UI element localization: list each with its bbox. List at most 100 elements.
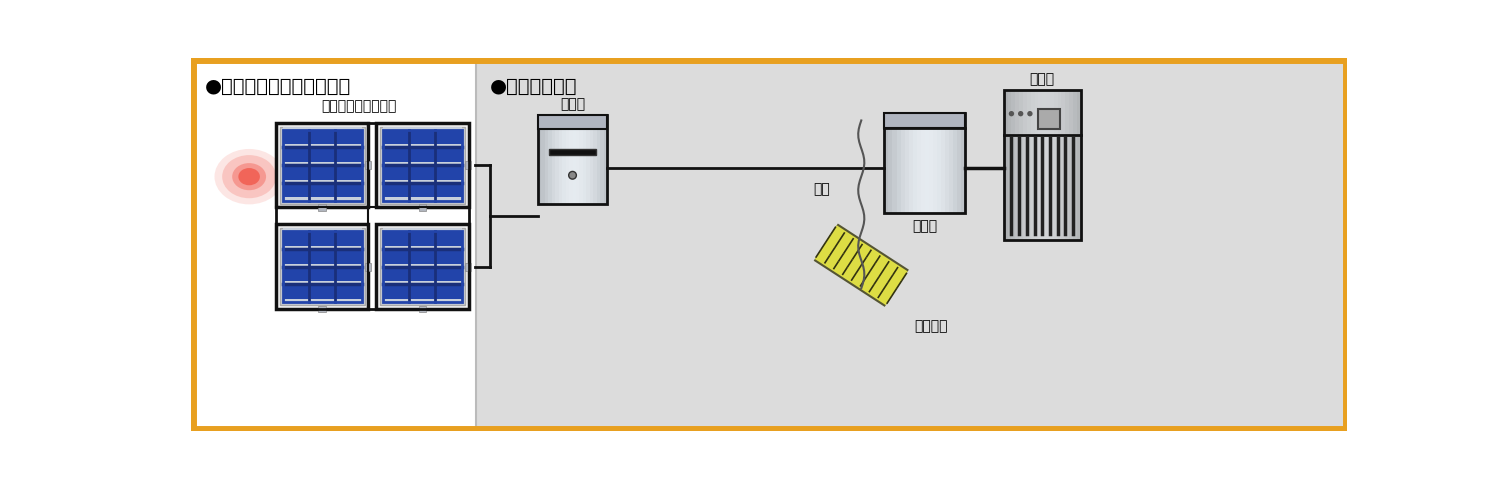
Bar xyxy=(913,113,917,213)
Bar xyxy=(318,306,326,312)
Bar xyxy=(380,228,465,305)
Bar xyxy=(917,113,922,213)
Bar xyxy=(383,231,462,302)
Bar xyxy=(1004,90,1081,240)
Bar xyxy=(569,115,573,204)
Bar xyxy=(908,113,914,213)
Text: ●太陽電池モジュール工事: ●太陽電池モジュール工事 xyxy=(206,76,351,95)
Bar xyxy=(558,115,563,204)
Bar xyxy=(563,115,566,204)
Bar xyxy=(548,115,552,204)
Circle shape xyxy=(569,171,576,179)
Bar xyxy=(1031,90,1036,240)
Bar xyxy=(383,197,462,200)
Bar xyxy=(600,115,605,204)
Bar xyxy=(958,113,962,213)
Bar xyxy=(929,113,934,213)
Text: ●電気設備工事: ●電気設備工事 xyxy=(491,76,578,95)
Bar xyxy=(1039,90,1043,240)
Circle shape xyxy=(1009,111,1015,116)
Bar xyxy=(383,231,462,302)
Bar xyxy=(537,115,542,204)
Bar xyxy=(284,246,362,249)
Bar xyxy=(961,113,967,213)
Bar xyxy=(377,123,468,208)
Bar xyxy=(896,113,901,213)
Bar xyxy=(537,115,608,129)
Bar xyxy=(383,299,462,302)
Bar xyxy=(925,113,929,213)
Ellipse shape xyxy=(239,168,260,185)
Bar xyxy=(284,144,362,148)
Bar xyxy=(284,180,362,183)
Text: 負荷: 負荷 xyxy=(814,182,830,196)
Bar xyxy=(1039,109,1060,129)
Bar xyxy=(365,263,371,271)
Bar xyxy=(905,113,910,213)
Bar xyxy=(884,113,965,213)
Bar xyxy=(582,115,587,204)
Bar xyxy=(1019,90,1024,240)
Bar xyxy=(276,123,368,208)
Bar xyxy=(380,127,465,204)
Bar xyxy=(1061,90,1066,240)
Bar xyxy=(1042,90,1046,240)
Bar xyxy=(284,264,362,267)
Bar xyxy=(572,115,576,204)
Bar xyxy=(893,113,898,213)
Bar xyxy=(284,197,362,200)
Bar xyxy=(383,130,462,200)
Bar xyxy=(1058,90,1063,240)
Ellipse shape xyxy=(215,149,284,204)
Bar xyxy=(549,149,596,155)
Bar xyxy=(279,228,365,305)
Bar xyxy=(465,161,471,169)
Bar xyxy=(1015,90,1019,240)
Bar xyxy=(1027,90,1031,240)
Bar xyxy=(284,162,362,165)
Bar xyxy=(542,115,545,204)
Bar xyxy=(1054,90,1058,240)
Bar xyxy=(1004,90,1009,240)
Bar xyxy=(941,113,946,213)
Bar xyxy=(579,115,584,204)
Ellipse shape xyxy=(233,163,266,190)
Bar xyxy=(537,115,608,204)
Bar xyxy=(383,144,462,148)
Bar xyxy=(383,127,462,130)
Bar xyxy=(946,113,950,213)
Circle shape xyxy=(1018,111,1024,116)
Bar xyxy=(901,113,905,213)
Bar xyxy=(195,61,476,428)
Bar xyxy=(593,115,597,204)
Bar xyxy=(920,113,926,213)
Bar xyxy=(419,306,426,312)
Bar xyxy=(555,115,560,204)
Text: 接続箱: 接続箱 xyxy=(560,97,585,111)
Bar xyxy=(884,113,965,128)
Bar xyxy=(934,113,938,213)
Bar xyxy=(603,115,608,204)
Text: 制御盤: 制御盤 xyxy=(913,219,937,233)
Bar xyxy=(383,281,462,285)
Bar xyxy=(465,263,471,271)
Bar xyxy=(1046,90,1051,240)
Bar xyxy=(949,113,953,213)
Bar xyxy=(284,231,362,302)
Bar xyxy=(1066,90,1070,240)
Text: 蛍光灯等: 蛍光灯等 xyxy=(914,319,947,333)
Bar xyxy=(1024,90,1028,240)
Bar xyxy=(937,113,941,213)
Bar xyxy=(1073,90,1078,240)
Bar xyxy=(318,204,326,211)
Bar xyxy=(1034,90,1039,240)
Bar xyxy=(383,162,462,165)
Bar xyxy=(284,231,362,302)
Text: 太陽電池モジュール: 太陽電池モジュール xyxy=(321,100,396,114)
Bar xyxy=(365,161,371,169)
Bar xyxy=(383,130,462,200)
Bar xyxy=(1007,90,1012,240)
Circle shape xyxy=(1027,111,1033,116)
Bar xyxy=(279,127,365,204)
Bar xyxy=(284,281,362,285)
